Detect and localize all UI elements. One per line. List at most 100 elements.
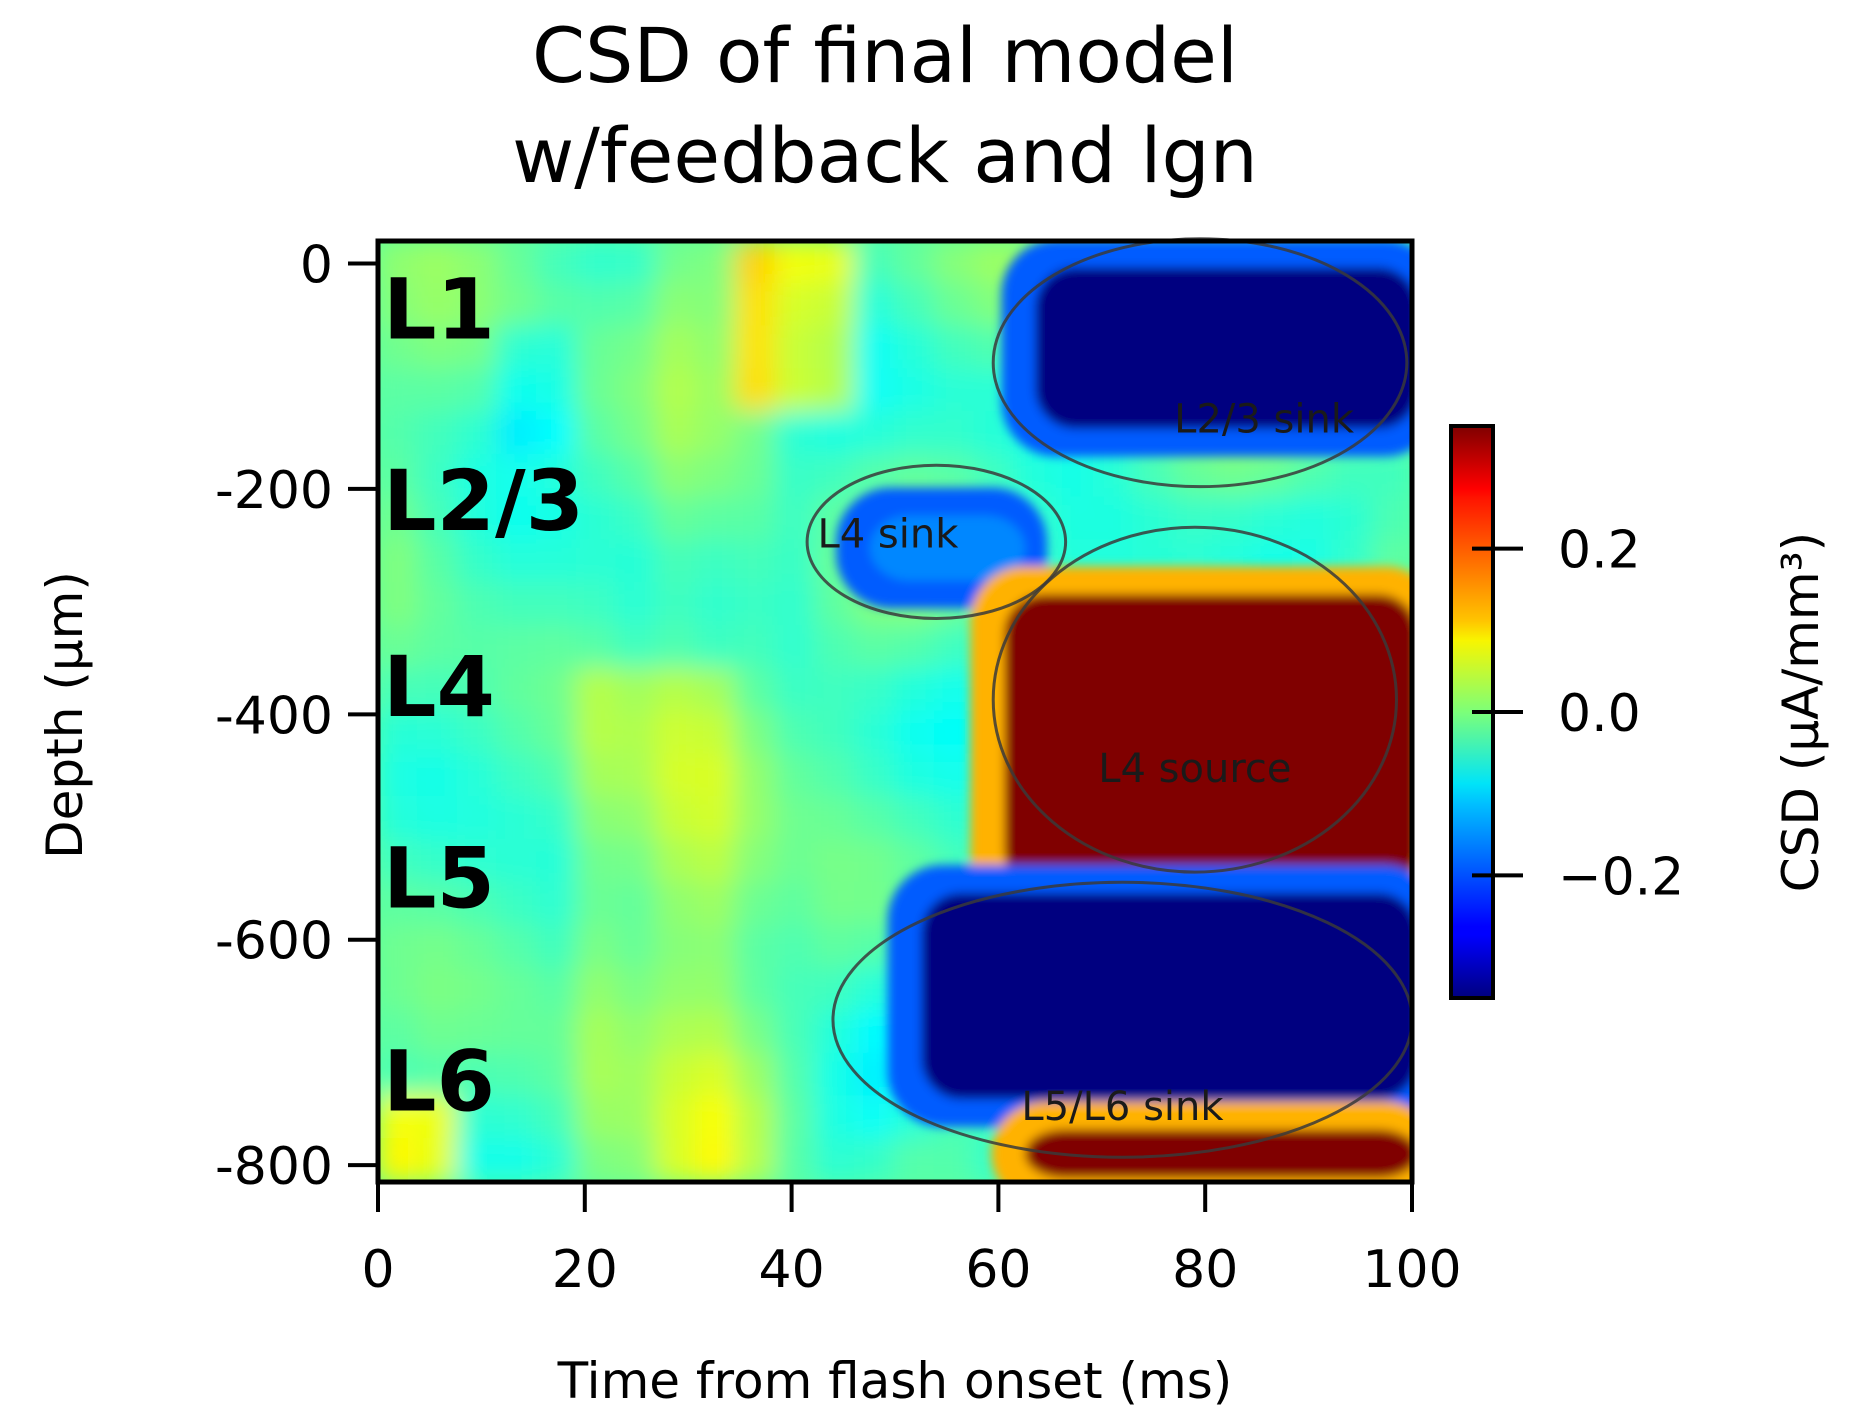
heatmap-cell — [456, 282, 499, 328]
heatmap-cell — [774, 796, 817, 841]
heatmap-cell — [655, 753, 698, 799]
heatmap-cell — [575, 881, 618, 927]
heatmap-cell — [416, 967, 459, 1012]
heatmap-cell — [734, 282, 777, 328]
heatmap-cell — [416, 539, 459, 585]
annotation-label: L2/3 sink — [1174, 397, 1355, 443]
colorbar-label: CSD (μA/mm³) — [1772, 532, 1830, 892]
heatmap-cell — [496, 881, 539, 927]
heatmap-cell — [734, 241, 777, 285]
heatmap-cell — [456, 881, 499, 927]
heatmap-cell — [575, 667, 618, 713]
heatmap-cell — [416, 924, 459, 970]
heatmap-cell — [456, 967, 499, 1012]
annotation-label: L4 source — [1098, 746, 1291, 792]
y-axis-label: Depth (μm) — [36, 571, 94, 859]
heatmap-cell — [774, 1095, 817, 1141]
heatmap-cell — [456, 241, 499, 285]
heatmap-cell — [814, 710, 857, 756]
heatmap-cell — [378, 1095, 419, 1141]
heatmap-cell — [496, 411, 539, 456]
heatmap-cell — [378, 1138, 419, 1182]
heatmap-cell — [734, 624, 777, 670]
heatmap-cell — [575, 796, 618, 841]
heatmap-cell — [416, 624, 459, 670]
heatmap-cell — [814, 411, 857, 456]
heatmap-cell — [814, 796, 857, 841]
heatmap-cell — [1331, 496, 1374, 542]
heatmap-cell — [496, 967, 539, 1012]
heatmap-cell — [814, 1138, 857, 1182]
heatmap-cell — [575, 453, 618, 499]
x-axis-label: Time from flash onset (ms) — [557, 1352, 1233, 1408]
heatmap-cell — [416, 1052, 459, 1098]
heatmap-cell — [378, 241, 419, 285]
heatmap-cell — [854, 282, 896, 328]
heatmap-cell — [536, 325, 578, 371]
heatmap-cell — [416, 753, 459, 799]
heatmap-cell — [615, 710, 658, 756]
heatmap-cell — [695, 1095, 737, 1141]
heatmap-cell — [734, 1009, 777, 1055]
heatmap-cell — [695, 282, 737, 328]
heatmap-cell — [1291, 496, 1334, 542]
heatmap-cell — [536, 539, 578, 585]
heatmap-cell — [774, 838, 817, 884]
heatmap-cell — [575, 539, 618, 585]
heatmap-cell — [894, 325, 936, 371]
heatmap-cell — [774, 1052, 817, 1098]
heatmap-cell — [655, 924, 698, 970]
heatmap-cell — [1172, 453, 1215, 499]
heatmap-cell — [1172, 496, 1215, 542]
heatmap-cell — [814, 753, 857, 799]
heatmap-plot-area — [378, 241, 1412, 1182]
heatmap-cell — [575, 967, 618, 1012]
heatmap-cell — [655, 539, 698, 585]
heatmap-cell — [456, 453, 499, 499]
heatmap-cell — [695, 1138, 737, 1182]
heatmap-cell — [894, 368, 936, 414]
heatmap-cell — [456, 411, 499, 456]
heatmap-cell — [378, 710, 419, 756]
colorbar-tick-label: −0.2 — [1558, 847, 1684, 907]
heatmap-region — [921, 893, 1412, 1100]
plot-frame — [375, 238, 1415, 1185]
heatmap-cell — [695, 924, 737, 970]
heatmap-cell — [615, 1052, 658, 1098]
x-tick-label: 20 — [552, 1240, 618, 1300]
heatmap-cell — [734, 1138, 777, 1182]
heatmap-cell — [894, 624, 936, 670]
heatmap-cell — [894, 241, 936, 285]
heatmap-cell — [655, 1138, 698, 1182]
heatmap-cell — [496, 368, 539, 414]
heatmap-cell — [575, 325, 618, 371]
heatmap-cell — [814, 368, 857, 414]
heatmap-cell — [456, 753, 499, 799]
heatmap-cell — [734, 967, 777, 1012]
heatmap-cell — [496, 325, 539, 371]
heatmap-cell — [615, 282, 658, 328]
colorbar-ticks: 0.2 0.0 −0.2 — [1472, 521, 1684, 907]
heatmap-cell — [575, 582, 618, 627]
heatmap-cell — [814, 453, 857, 499]
heatmap-cell — [575, 753, 618, 799]
heatmap-cell — [734, 368, 777, 414]
heatmap-cell — [575, 624, 618, 670]
heatmap-cell — [496, 796, 539, 841]
heatmap-cell — [854, 325, 896, 371]
heatmap-cell — [575, 1095, 618, 1141]
heatmap-cell — [774, 667, 817, 713]
heatmap-cell — [496, 1052, 539, 1098]
heatmap-cell — [734, 1052, 777, 1098]
heatmap-cell — [814, 881, 857, 927]
heatmap-cell — [416, 496, 459, 542]
heatmap-cell — [615, 411, 658, 456]
heatmap-cell — [734, 1095, 777, 1141]
heatmap-cell — [456, 539, 499, 585]
heatmap-cell — [655, 710, 698, 756]
heatmap-cell — [894, 411, 936, 456]
heatmap-cell — [496, 624, 539, 670]
heatmap-cell — [378, 453, 419, 499]
y-tick-label: -800 — [215, 1137, 333, 1197]
